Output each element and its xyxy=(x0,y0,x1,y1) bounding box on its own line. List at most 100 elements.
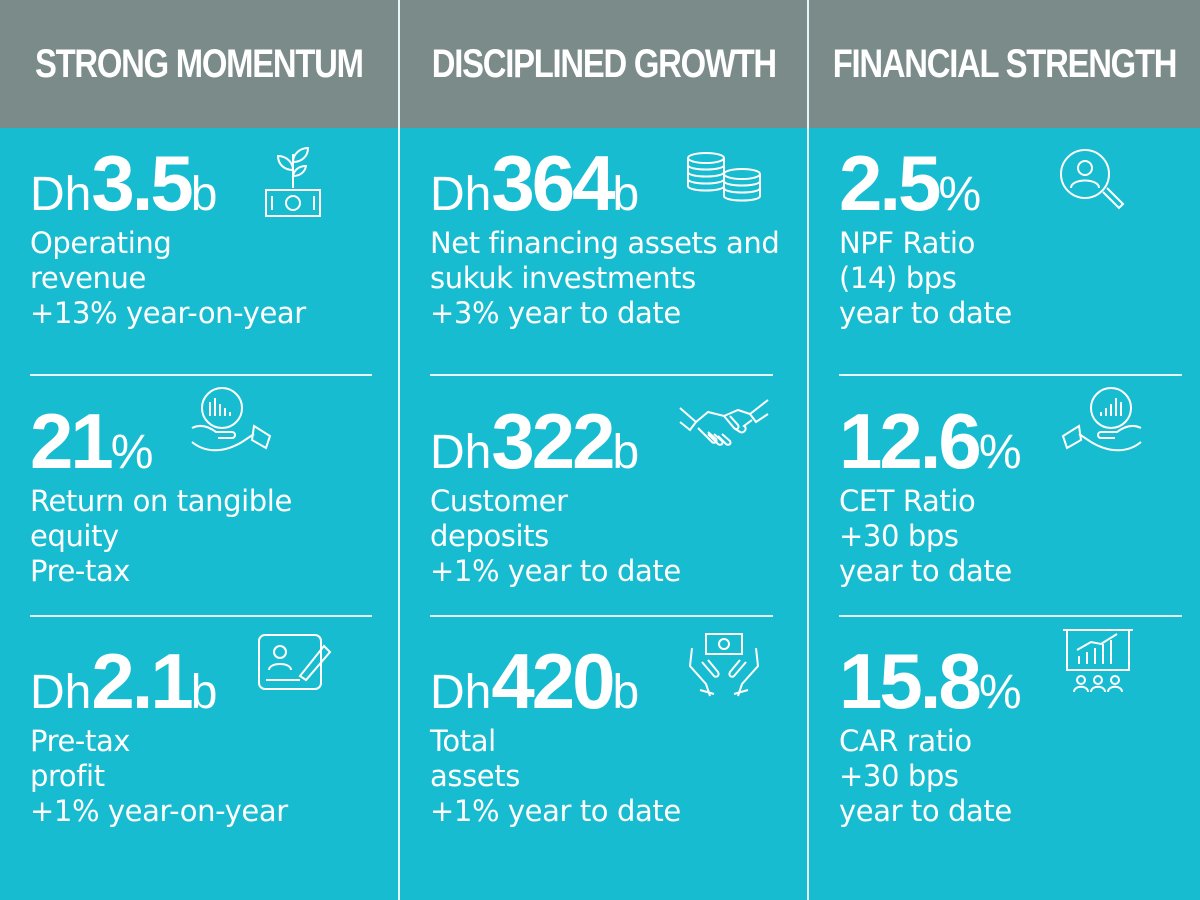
metric-line: +30 bps xyxy=(839,519,959,553)
metric-line: year to date xyxy=(839,794,1012,828)
metric-line: assets xyxy=(430,759,520,793)
metric-figure: Dh364b xyxy=(430,140,781,226)
metric-description: CET Ratio +30 bps year to date xyxy=(839,484,1174,589)
metric-line: +1% year to date xyxy=(430,554,681,588)
divider xyxy=(30,374,372,376)
metric-line: equity xyxy=(30,519,119,553)
column-title: STRONG MOMENTUM xyxy=(35,41,364,86)
divider xyxy=(839,374,1182,376)
metric-prefix: Dh xyxy=(430,666,492,719)
metric-value: 2.5 xyxy=(839,139,941,227)
hands-banknote-icon xyxy=(686,630,762,698)
metric-description: Return on tangible equity Pre-tax xyxy=(30,484,372,589)
metric-line: Net financing assets and xyxy=(430,226,780,260)
metric-suffix: % xyxy=(978,666,1022,719)
metric-total-assets: Dh420b Total assets +1% year to date xyxy=(430,638,781,829)
divider xyxy=(430,615,773,617)
metric-description: Total assets +1% year to date xyxy=(430,724,781,829)
metric-net-financing-assets: Dh364b Net financing assets and sukuk in… xyxy=(430,140,781,331)
column-financial-strength: FINANCIAL STRENGTH 2.5% NPF Ratio (14) b… xyxy=(807,0,1200,900)
metric-line: CAR ratio xyxy=(839,724,972,758)
column-title: DISCIPLINED GROWTH xyxy=(431,41,776,86)
metric-line: profit xyxy=(30,759,105,793)
metric-description: Customer deposits +1% year to date xyxy=(430,484,781,589)
divider xyxy=(430,374,773,376)
metric-value: 2.1 xyxy=(91,637,193,725)
metric-suffix: b xyxy=(190,168,218,221)
metric-value: 15.8 xyxy=(839,637,982,725)
metric-prefix: Dh xyxy=(430,168,492,221)
signature-card-icon xyxy=(256,632,332,694)
divider xyxy=(839,615,1182,617)
column-title: FINANCIAL STRENGTH xyxy=(832,41,1178,86)
metric-line: Customer xyxy=(430,484,568,518)
metric-line: +30 bps xyxy=(839,759,959,793)
metric-figure: 15.8% xyxy=(839,638,1174,724)
presentation-board-icon xyxy=(1061,626,1135,696)
column-header: DISCIPLINED GROWTH xyxy=(400,0,807,128)
metric-prefix: Dh xyxy=(30,168,92,221)
metric-figure: Dh420b xyxy=(430,638,781,724)
metric-pre-tax-profit: Dh2.1b Pre-tax profit +1% year-on-year xyxy=(30,638,372,829)
metric-suffix: % xyxy=(110,426,154,479)
column-disciplined-growth: DISCIPLINED GROWTH Dh364b Net financing … xyxy=(398,0,807,900)
metric-description: Operating revenue +13% year-on-year xyxy=(30,226,372,331)
metric-prefix: Dh xyxy=(30,666,92,719)
metric-description: NPF Ratio (14) bps year to date xyxy=(839,226,1174,331)
hand-chart-icon xyxy=(1059,384,1145,462)
metric-figure: 2.5% xyxy=(839,140,1174,226)
metric-description: Pre-tax profit +1% year-on-year xyxy=(30,724,372,829)
metric-prefix: Dh xyxy=(430,426,492,479)
metric-line: year to date xyxy=(839,554,1012,588)
metric-line: Return on tangible xyxy=(30,484,292,518)
metric-suffix: b xyxy=(190,666,218,719)
metric-line: +1% year to date xyxy=(430,794,681,828)
metric-suffix: b xyxy=(612,666,640,719)
column-header: FINANCIAL STRENGTH xyxy=(809,0,1200,128)
metric-operating-revenue: Dh3.5b Operating revenue +13% year-on-ye… xyxy=(30,140,372,331)
metric-suffix: % xyxy=(978,426,1022,479)
metric-line: Total xyxy=(430,724,496,758)
metric-line: Pre-tax xyxy=(30,554,131,588)
metric-description: CAR ratio +30 bps year to date xyxy=(839,724,1174,829)
metric-line: Operating xyxy=(30,226,172,260)
metric-line: NPF Ratio xyxy=(839,226,975,260)
metric-suffix: b xyxy=(612,168,640,221)
metric-line: +13% year-on-year xyxy=(30,296,306,330)
metric-customer-deposits: Dh322b Customer deposits +1% year to dat… xyxy=(430,398,781,589)
metric-figure: Dh322b xyxy=(430,398,781,484)
hand-chart-icon xyxy=(188,384,274,462)
metric-suffix: % xyxy=(938,168,982,221)
metric-figure: Dh3.5b xyxy=(30,140,372,226)
metric-return-on-tangible-equity: 21% Return on tangible equity Pre-tax xyxy=(30,398,372,589)
metric-figure: 21% xyxy=(30,398,372,484)
metric-value: 12.6 xyxy=(839,397,982,485)
metric-line: sukuk investments xyxy=(430,261,696,295)
metric-figure: Dh2.1b xyxy=(30,638,372,724)
metric-car-ratio: 15.8% CAR ratio +30 bps year to date xyxy=(839,638,1174,829)
column-strong-momentum: STRONG MOMENTUM Dh3.5b Operating revenue… xyxy=(0,0,398,900)
metric-line: revenue xyxy=(30,261,146,295)
metric-figure: 12.6% xyxy=(839,398,1174,484)
metric-line: year to date xyxy=(839,296,1012,330)
metric-line: CET Ratio xyxy=(839,484,976,518)
search-person-icon xyxy=(1057,146,1127,216)
metric-value: 420 xyxy=(491,637,615,725)
metric-line: (14) bps xyxy=(839,261,957,295)
metric-line: deposits xyxy=(430,519,549,553)
column-header: STRONG MOMENTUM xyxy=(0,0,398,128)
coin-stack-icon xyxy=(684,150,764,204)
divider xyxy=(30,615,372,617)
metric-line: Pre-tax xyxy=(30,724,131,758)
metric-value: 322 xyxy=(491,397,615,485)
metric-cet-ratio: 12.6% CET Ratio +30 bps year to date xyxy=(839,398,1174,589)
metric-npf-ratio: 2.5% NPF Ratio (14) bps year to date xyxy=(839,140,1174,331)
plant-money-icon xyxy=(262,140,324,220)
metric-value: 3.5 xyxy=(91,139,193,227)
metric-value: 21 xyxy=(30,397,114,485)
metric-suffix: b xyxy=(612,426,640,479)
metric-value: 364 xyxy=(491,139,615,227)
handshake-icon xyxy=(678,394,770,454)
metric-description: Net financing assets and sukuk investmen… xyxy=(430,226,781,331)
